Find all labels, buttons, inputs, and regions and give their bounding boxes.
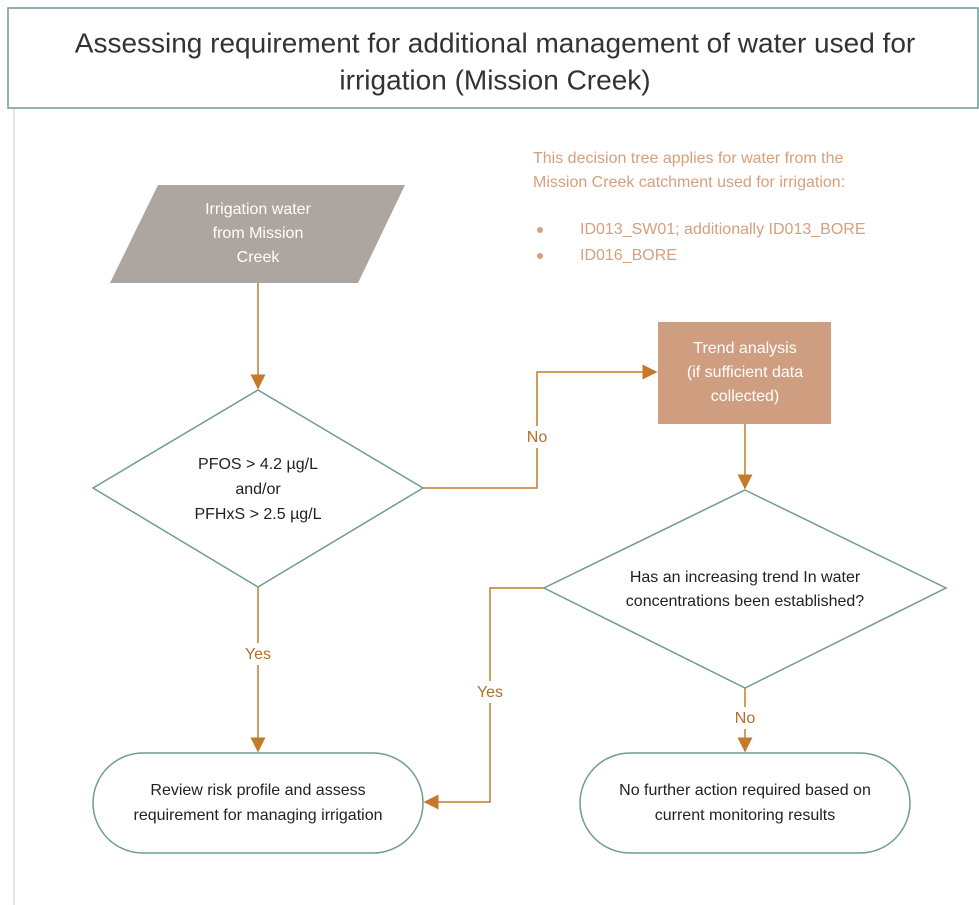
node-label: Irrigation water: [205, 201, 311, 218]
note-item: ID016_BORE: [580, 247, 677, 264]
edge-label: Yes: [477, 684, 503, 701]
edge-label: No: [527, 429, 548, 446]
node-label: PFOS > 4.2 µg/L: [198, 456, 318, 473]
node-label: PFHxS > 2.5 µg/L: [194, 506, 321, 523]
node-label: Has an increasing trend In water: [630, 569, 861, 586]
note: Mission Creek catchment used for irrigat…: [533, 174, 845, 191]
process-node: [658, 322, 831, 424]
node-label: concentrations been established?: [626, 593, 864, 610]
decision-node: [542, 489, 948, 689]
note-item: ID013_SW01; additionally ID013_BORE: [580, 221, 866, 238]
input-node: [110, 185, 405, 283]
node-label: and/or: [235, 481, 281, 498]
bullet: [537, 253, 543, 259]
node-label: Trend analysis: [693, 340, 796, 357]
title: irrigation (Mission Creek): [339, 64, 650, 95]
node-label: from Mission: [213, 225, 304, 242]
node-label: collected): [711, 388, 779, 405]
label-bg: [238, 643, 278, 665]
terminal-node: [92, 752, 424, 854]
node-label: current monitoring results: [655, 807, 836, 824]
note: This decision tree applies for water fro…: [533, 150, 843, 167]
label-bg: [729, 707, 761, 729]
label-bg: [470, 681, 510, 703]
node-label: Creek: [237, 249, 281, 266]
bullet: [537, 227, 543, 233]
title-box: [7, 7, 979, 109]
terminal-node: [579, 752, 911, 854]
edge-label: Yes: [245, 646, 271, 663]
title: Assessing requirement for additional man…: [75, 27, 915, 58]
node-label: Review risk profile and assess: [150, 782, 365, 799]
edge-label: No: [735, 710, 756, 727]
label-bg: [520, 426, 554, 448]
node-label: requirement for managing irrigation: [133, 807, 382, 824]
node-label: (if sufficient data: [687, 364, 803, 381]
node-label: No further action required based on: [619, 782, 871, 799]
